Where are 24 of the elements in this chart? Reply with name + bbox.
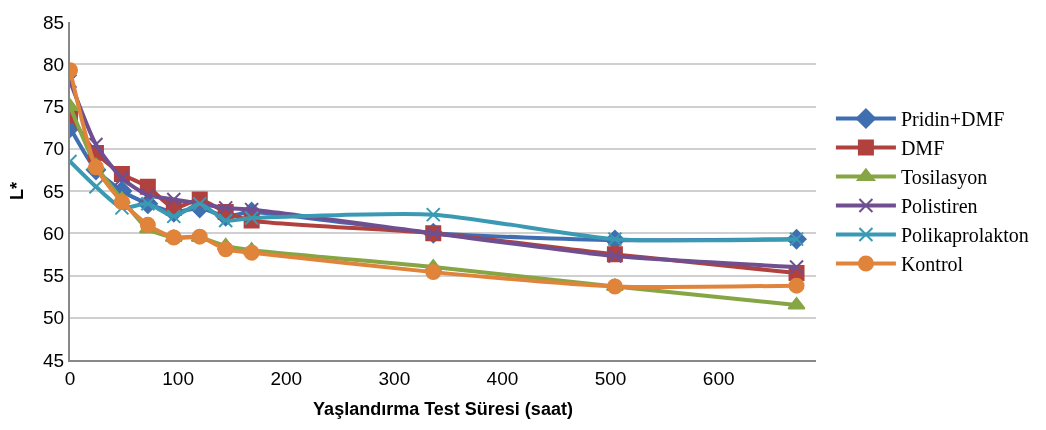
y-tick-label: 55	[43, 265, 65, 287]
y-tick-label: 75	[43, 96, 65, 118]
legend-label: Polikaprolakton	[900, 224, 1029, 248]
x-tick-label: 100	[162, 367, 194, 389]
y-tick-label: 60	[43, 222, 65, 244]
y-tick-label: 65	[43, 180, 65, 202]
legend-label: DMF	[900, 137, 945, 160]
y-tick-label: 80	[43, 53, 65, 75]
y-tick-label: 70	[43, 138, 65, 160]
x-tick-label: 600	[702, 367, 735, 389]
x-tick-label: 0	[64, 367, 76, 389]
x-tick-label: 400	[486, 367, 519, 389]
y-tick-label: 85	[43, 11, 65, 33]
y-tick-label: 50	[43, 307, 65, 329]
x-tick-label: 300	[378, 367, 411, 389]
y-tick-label: 45	[43, 349, 65, 371]
legend-label: Kontrol	[900, 253, 964, 276]
x-tick-label: 500	[594, 367, 627, 389]
legend-label: Tosilasyon	[900, 166, 988, 190]
legend-label: Polistiren	[900, 195, 978, 218]
y-axis-title: L*	[6, 182, 27, 200]
x-axis-title: Yaşlandırma Test Süresi (saat)	[313, 399, 573, 420]
legend-label: Pridin+DMF	[900, 108, 1005, 131]
x-tick-label: 200	[270, 367, 303, 389]
